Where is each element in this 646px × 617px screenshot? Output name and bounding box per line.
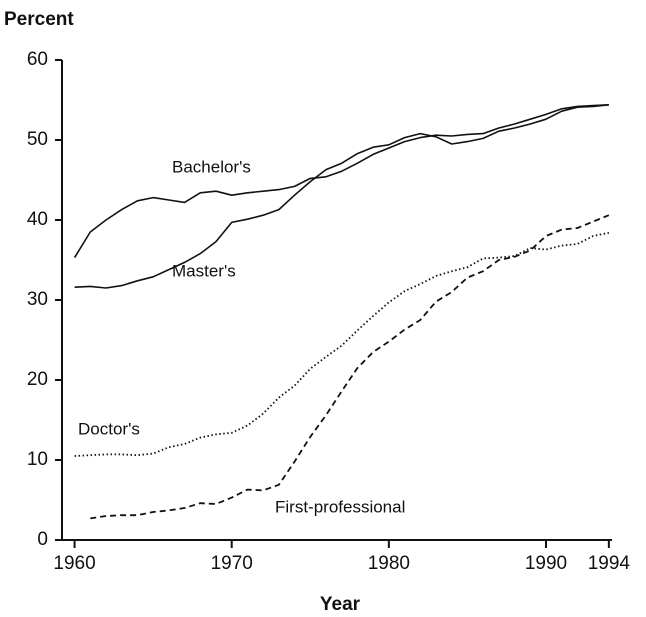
- x-tick-label: 1960: [53, 553, 95, 574]
- y-tick-label: 20: [27, 369, 48, 390]
- x-axis-title: Year: [320, 594, 361, 615]
- series-label: Master's: [172, 261, 236, 280]
- y-tick-label: 40: [27, 209, 48, 230]
- series-line: [74, 104, 609, 289]
- y-tick-label: 60: [27, 49, 48, 70]
- series-label: Bachelor's: [172, 157, 251, 176]
- y-axis-title: Percent: [4, 9, 74, 30]
- x-tick-label: 1994: [588, 553, 631, 574]
- y-tick-label: 50: [27, 129, 48, 150]
- series-line: [73, 104, 609, 259]
- series-line: [90, 214, 610, 520]
- y-tick-label: 10: [27, 449, 48, 470]
- series-line: [74, 231, 610, 457]
- series-label: First-professional: [275, 497, 405, 516]
- y-tick-label: 30: [27, 289, 48, 310]
- x-tick-label: 1990: [525, 553, 567, 574]
- x-tick-label: 1980: [368, 553, 410, 574]
- y-tick-label: 0: [37, 529, 48, 550]
- series-label: Doctor's: [78, 419, 140, 438]
- x-tick-label: 1970: [211, 553, 253, 574]
